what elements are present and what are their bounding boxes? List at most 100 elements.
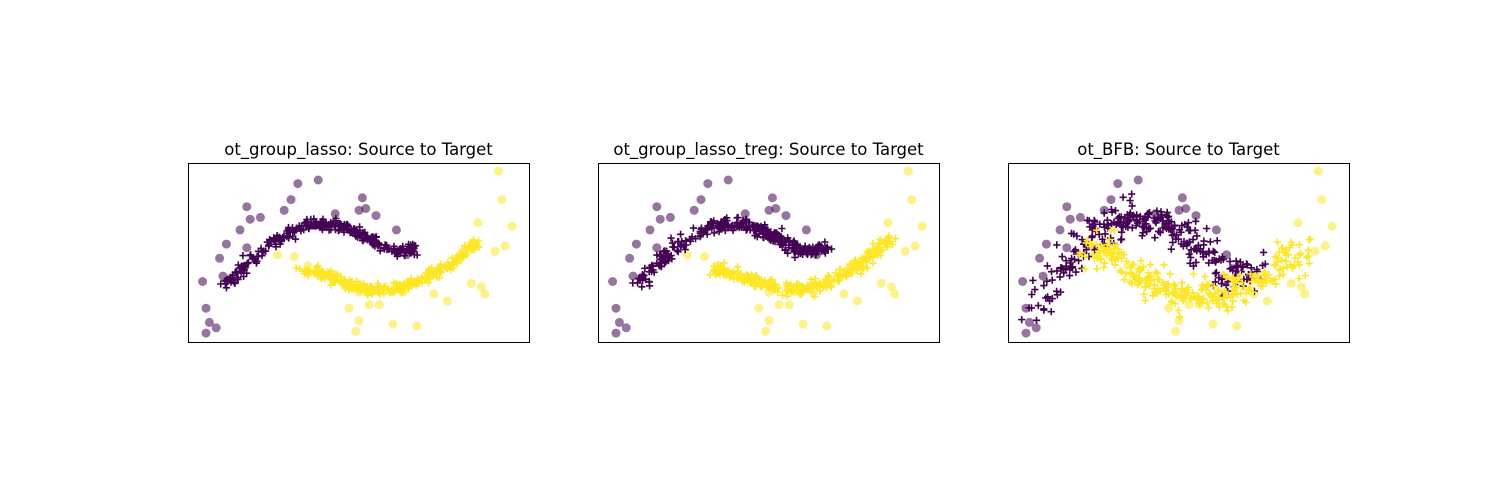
source-point-class1 xyxy=(754,303,764,313)
mapped-point-class1 xyxy=(747,276,755,284)
source-point-class0 xyxy=(286,195,296,205)
source-point-class0 xyxy=(621,323,631,333)
mapped-point-class1 xyxy=(821,281,829,289)
mapped-point-class0 xyxy=(1117,236,1125,244)
source-point-class0 xyxy=(361,204,371,213)
mapped-point-class1 xyxy=(1231,289,1239,297)
mapped-point-class0 xyxy=(739,220,747,228)
mapped-point-class0 xyxy=(804,250,812,258)
mapped-point-class0 xyxy=(1121,214,1129,222)
mapped-point-class1 xyxy=(395,284,403,293)
mapped-point-class0 xyxy=(1056,273,1064,281)
source-point-class1 xyxy=(351,326,361,336)
mapped-point-class0 xyxy=(1078,236,1086,244)
mapped-point-class1 xyxy=(867,248,875,256)
source-point-class0 xyxy=(242,243,252,253)
mapped-point-class1 xyxy=(1301,272,1309,280)
source-point-class1 xyxy=(784,300,794,310)
mapped-point-class0 xyxy=(1040,305,1048,313)
mapped-point-class0 xyxy=(217,280,225,288)
mapped-point-class0 xyxy=(1192,217,1200,225)
mapped-point-class1 xyxy=(1222,302,1230,310)
mapped-point-class0 xyxy=(1042,294,1050,302)
source-point-class1 xyxy=(798,319,808,329)
mapped-point-class1 xyxy=(1105,235,1113,244)
mapped-point-class0 xyxy=(1193,232,1201,240)
mapped-point-class1 xyxy=(1081,265,1089,273)
mapped-point-class0 xyxy=(641,264,649,272)
plot-area xyxy=(1018,166,1337,338)
mapped-point-class0 xyxy=(227,273,235,281)
mapped-point-class0 xyxy=(1186,226,1194,234)
mapped-point-class1 xyxy=(1229,297,1237,305)
mapped-point-class0 xyxy=(252,259,260,267)
mapped-point-class1 xyxy=(1173,292,1181,300)
subplot-title: ot_group_lasso_treg: Source to Target xyxy=(613,140,924,160)
source-point-class1 xyxy=(497,195,507,205)
plot-area xyxy=(608,166,927,338)
mapped-point-class0 xyxy=(399,245,407,253)
mapped-point-class1 xyxy=(1137,257,1145,265)
mapped-point-class1 xyxy=(302,267,311,275)
mapped-point-class0 xyxy=(381,241,389,249)
mapped-point-class0 xyxy=(1143,224,1151,232)
source-point-class1 xyxy=(354,316,364,326)
mapped-point-class0 xyxy=(221,277,229,285)
mapped-point-class1 xyxy=(1228,303,1236,311)
mapped-point-class1 xyxy=(1150,281,1158,289)
mapped-point-class0 xyxy=(1206,238,1214,246)
mapped-point-class0 xyxy=(776,240,784,248)
mapped-point-class1 xyxy=(1291,254,1299,262)
mapped-point-class0 xyxy=(792,244,800,253)
source-point-class0 xyxy=(696,195,706,205)
source-point-class0 xyxy=(1062,243,1072,253)
mapped-point-class1 xyxy=(1161,284,1169,293)
mapped-point-class1 xyxy=(712,271,720,279)
mapped-point-class1 xyxy=(720,259,728,267)
mapped-point-class1 xyxy=(432,267,440,275)
mapped-point-class0 xyxy=(656,262,664,270)
mapped-point-class1 xyxy=(824,272,832,280)
mapped-point-class0 xyxy=(273,234,282,242)
source-point-class0 xyxy=(211,323,221,333)
source-point-class1 xyxy=(822,321,832,331)
mapped-point-class0 xyxy=(1072,268,1080,276)
mapped-point-class1 xyxy=(807,275,815,283)
mapped-point-class1 xyxy=(779,291,787,299)
source-point-class0 xyxy=(723,175,733,185)
mapped-point-class0 xyxy=(1107,234,1115,242)
mapped-point-class0 xyxy=(1226,257,1234,265)
mapped-point-class0 xyxy=(1213,237,1221,245)
mapped-point-class1 xyxy=(1135,265,1143,273)
mapped-point-class1 xyxy=(1283,263,1291,271)
mapped-point-class1 xyxy=(354,286,362,294)
source-point-class1 xyxy=(1208,319,1218,329)
mapped-point-class1 xyxy=(404,284,412,292)
source-point-class0 xyxy=(1133,175,1143,185)
mapped-point-class0 xyxy=(370,233,378,241)
mapped-point-class0 xyxy=(410,244,418,252)
mapped-point-class1 xyxy=(328,275,336,283)
mapped-point-class1 xyxy=(1154,269,1162,277)
mapped-point-class1 xyxy=(1269,277,1277,285)
mapped-point-class1 xyxy=(1207,291,1215,299)
mapped-point-class1 xyxy=(399,287,407,295)
mapped-point-class0 xyxy=(1043,262,1051,270)
mapped-point-class0 xyxy=(742,216,750,224)
source-point-class1 xyxy=(839,289,849,299)
mapped-point-class0 xyxy=(1130,212,1138,220)
mapped-point-class0 xyxy=(1145,210,1153,218)
mapped-point-class1 xyxy=(1204,304,1212,312)
source-point-class1 xyxy=(907,195,917,205)
mapped-point-class1 xyxy=(1295,241,1303,249)
mapped-point-class1 xyxy=(1262,279,1270,287)
mapped-point-class0 xyxy=(413,251,421,259)
mapped-point-class1 xyxy=(1110,242,1118,250)
mapped-point-class1 xyxy=(820,282,828,290)
mapped-point-class1 xyxy=(1097,255,1105,263)
mapped-point-class1 xyxy=(427,271,435,279)
mapped-point-class0 xyxy=(1222,281,1230,289)
mapped-point-class1 xyxy=(452,257,460,266)
mapped-point-class1 xyxy=(1171,284,1179,292)
